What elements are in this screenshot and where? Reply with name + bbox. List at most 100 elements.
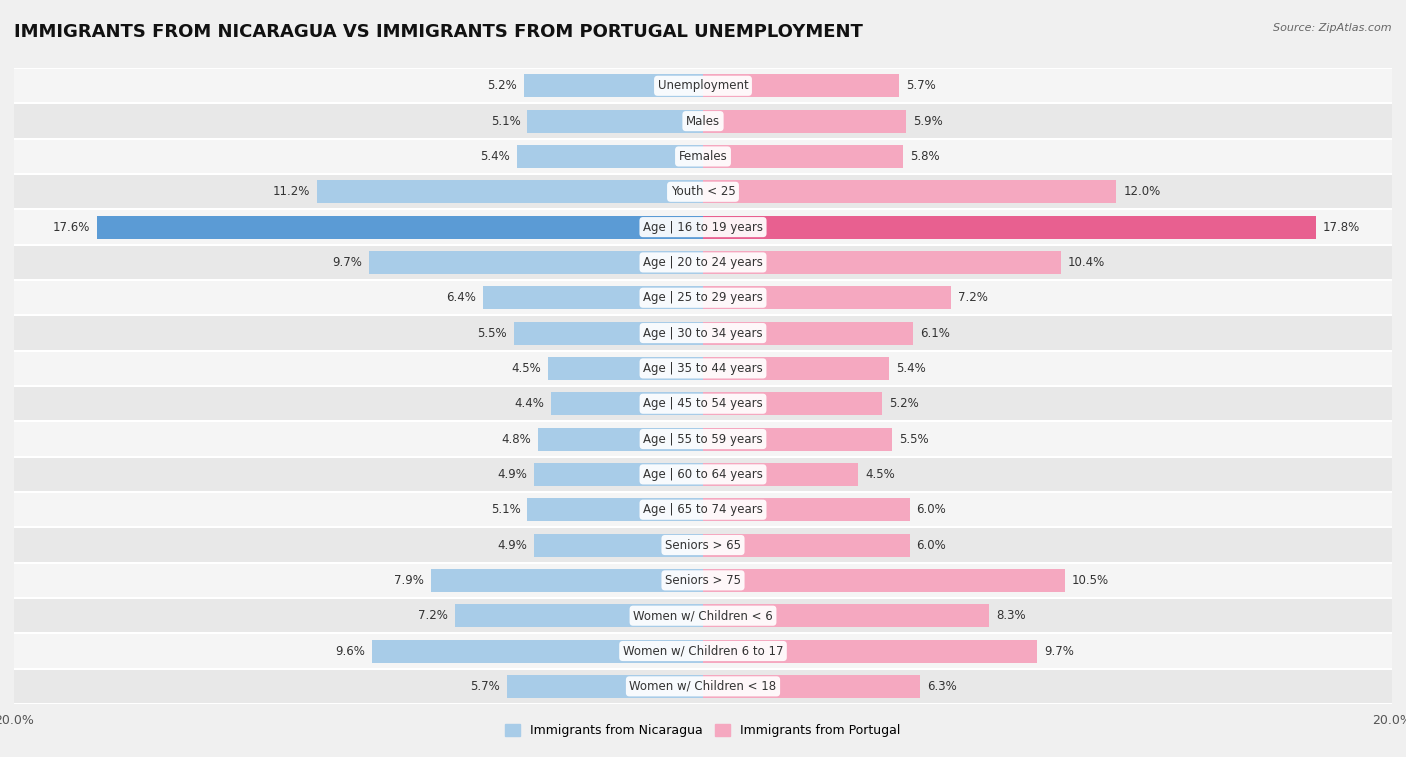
Text: Women w/ Children < 6: Women w/ Children < 6 (633, 609, 773, 622)
Bar (534, 463, 703, 486)
Bar (14, 139, 1392, 174)
Text: Age | 55 to 59 years: Age | 55 to 59 years (643, 432, 763, 446)
Text: Age | 25 to 29 years: Age | 25 to 29 years (643, 291, 763, 304)
Text: Seniors > 75: Seniors > 75 (665, 574, 741, 587)
Bar (703, 604, 988, 627)
Legend: Immigrants from Nicaragua, Immigrants from Portugal: Immigrants from Nicaragua, Immigrants fr… (501, 719, 905, 743)
Text: 4.9%: 4.9% (498, 468, 527, 481)
Bar (703, 286, 950, 309)
Bar (506, 675, 703, 698)
Text: 5.5%: 5.5% (900, 432, 929, 446)
Text: Unemployment: Unemployment (658, 79, 748, 92)
Text: 7.2%: 7.2% (418, 609, 449, 622)
Bar (534, 534, 703, 556)
Text: Age | 65 to 74 years: Age | 65 to 74 years (643, 503, 763, 516)
Bar (703, 145, 903, 168)
Text: Males: Males (686, 114, 720, 128)
Text: 4.9%: 4.9% (498, 538, 527, 552)
Text: Age | 35 to 44 years: Age | 35 to 44 years (643, 362, 763, 375)
Bar (373, 640, 703, 662)
Bar (517, 145, 703, 168)
Bar (703, 180, 1116, 203)
Bar (703, 675, 920, 698)
Text: Age | 45 to 54 years: Age | 45 to 54 years (643, 397, 763, 410)
Text: IMMIGRANTS FROM NICARAGUA VS IMMIGRANTS FROM PORTUGAL UNEMPLOYMENT: IMMIGRANTS FROM NICARAGUA VS IMMIGRANTS … (14, 23, 863, 41)
Bar (14, 386, 1392, 422)
Text: 5.1%: 5.1% (491, 114, 520, 128)
Text: Youth < 25: Youth < 25 (671, 185, 735, 198)
Bar (14, 422, 1392, 456)
Text: Age | 20 to 24 years: Age | 20 to 24 years (643, 256, 763, 269)
Bar (703, 110, 907, 132)
Bar (14, 104, 1392, 139)
Text: 5.2%: 5.2% (889, 397, 918, 410)
Text: 5.5%: 5.5% (477, 326, 506, 340)
Bar (527, 498, 703, 522)
Bar (482, 286, 703, 309)
Text: 5.7%: 5.7% (470, 680, 499, 693)
Bar (537, 428, 703, 450)
Bar (703, 251, 1062, 274)
Bar (456, 604, 703, 627)
Bar (703, 74, 900, 97)
Text: 6.4%: 6.4% (446, 291, 475, 304)
Text: 11.2%: 11.2% (273, 185, 311, 198)
Text: 6.3%: 6.3% (927, 680, 956, 693)
Bar (703, 534, 910, 556)
Text: 5.4%: 5.4% (896, 362, 925, 375)
Text: Age | 16 to 19 years: Age | 16 to 19 years (643, 220, 763, 234)
Text: Women w/ Children < 18: Women w/ Children < 18 (630, 680, 776, 693)
Text: Age | 30 to 34 years: Age | 30 to 34 years (643, 326, 763, 340)
Bar (14, 245, 1392, 280)
Bar (430, 569, 703, 592)
Bar (14, 598, 1392, 634)
Bar (318, 180, 703, 203)
Bar (368, 251, 703, 274)
Text: 17.6%: 17.6% (52, 220, 90, 234)
Text: 7.9%: 7.9% (394, 574, 425, 587)
Bar (703, 357, 889, 380)
Bar (703, 216, 1316, 238)
Text: 5.9%: 5.9% (912, 114, 943, 128)
Text: 6.0%: 6.0% (917, 503, 946, 516)
Bar (97, 216, 703, 238)
Bar (14, 634, 1392, 668)
Bar (14, 350, 1392, 386)
Text: Females: Females (679, 150, 727, 163)
Text: 9.6%: 9.6% (336, 644, 366, 658)
Bar (703, 640, 1038, 662)
Text: 6.1%: 6.1% (920, 326, 950, 340)
Bar (14, 316, 1392, 350)
Bar (513, 322, 703, 344)
Text: 10.5%: 10.5% (1071, 574, 1109, 587)
Text: 12.0%: 12.0% (1123, 185, 1160, 198)
Bar (14, 456, 1392, 492)
Bar (14, 68, 1392, 104)
Text: 5.2%: 5.2% (488, 79, 517, 92)
Bar (703, 463, 858, 486)
Text: 5.7%: 5.7% (907, 79, 936, 92)
Bar (703, 498, 910, 522)
Text: 4.4%: 4.4% (515, 397, 544, 410)
Bar (703, 428, 893, 450)
Text: 9.7%: 9.7% (1045, 644, 1074, 658)
Bar (527, 110, 703, 132)
Bar (14, 562, 1392, 598)
Text: 6.0%: 6.0% (917, 538, 946, 552)
Text: 5.8%: 5.8% (910, 150, 939, 163)
Bar (14, 668, 1392, 704)
Bar (14, 528, 1392, 562)
Text: Women w/ Children 6 to 17: Women w/ Children 6 to 17 (623, 644, 783, 658)
Text: 5.1%: 5.1% (491, 503, 520, 516)
Bar (703, 322, 912, 344)
Text: 10.4%: 10.4% (1069, 256, 1105, 269)
Bar (524, 74, 703, 97)
Text: Seniors > 65: Seniors > 65 (665, 538, 741, 552)
Bar (548, 357, 703, 380)
Text: 4.5%: 4.5% (865, 468, 894, 481)
Bar (14, 280, 1392, 316)
Bar (14, 210, 1392, 245)
Bar (703, 569, 1064, 592)
Text: 17.8%: 17.8% (1323, 220, 1360, 234)
Text: 8.3%: 8.3% (995, 609, 1025, 622)
